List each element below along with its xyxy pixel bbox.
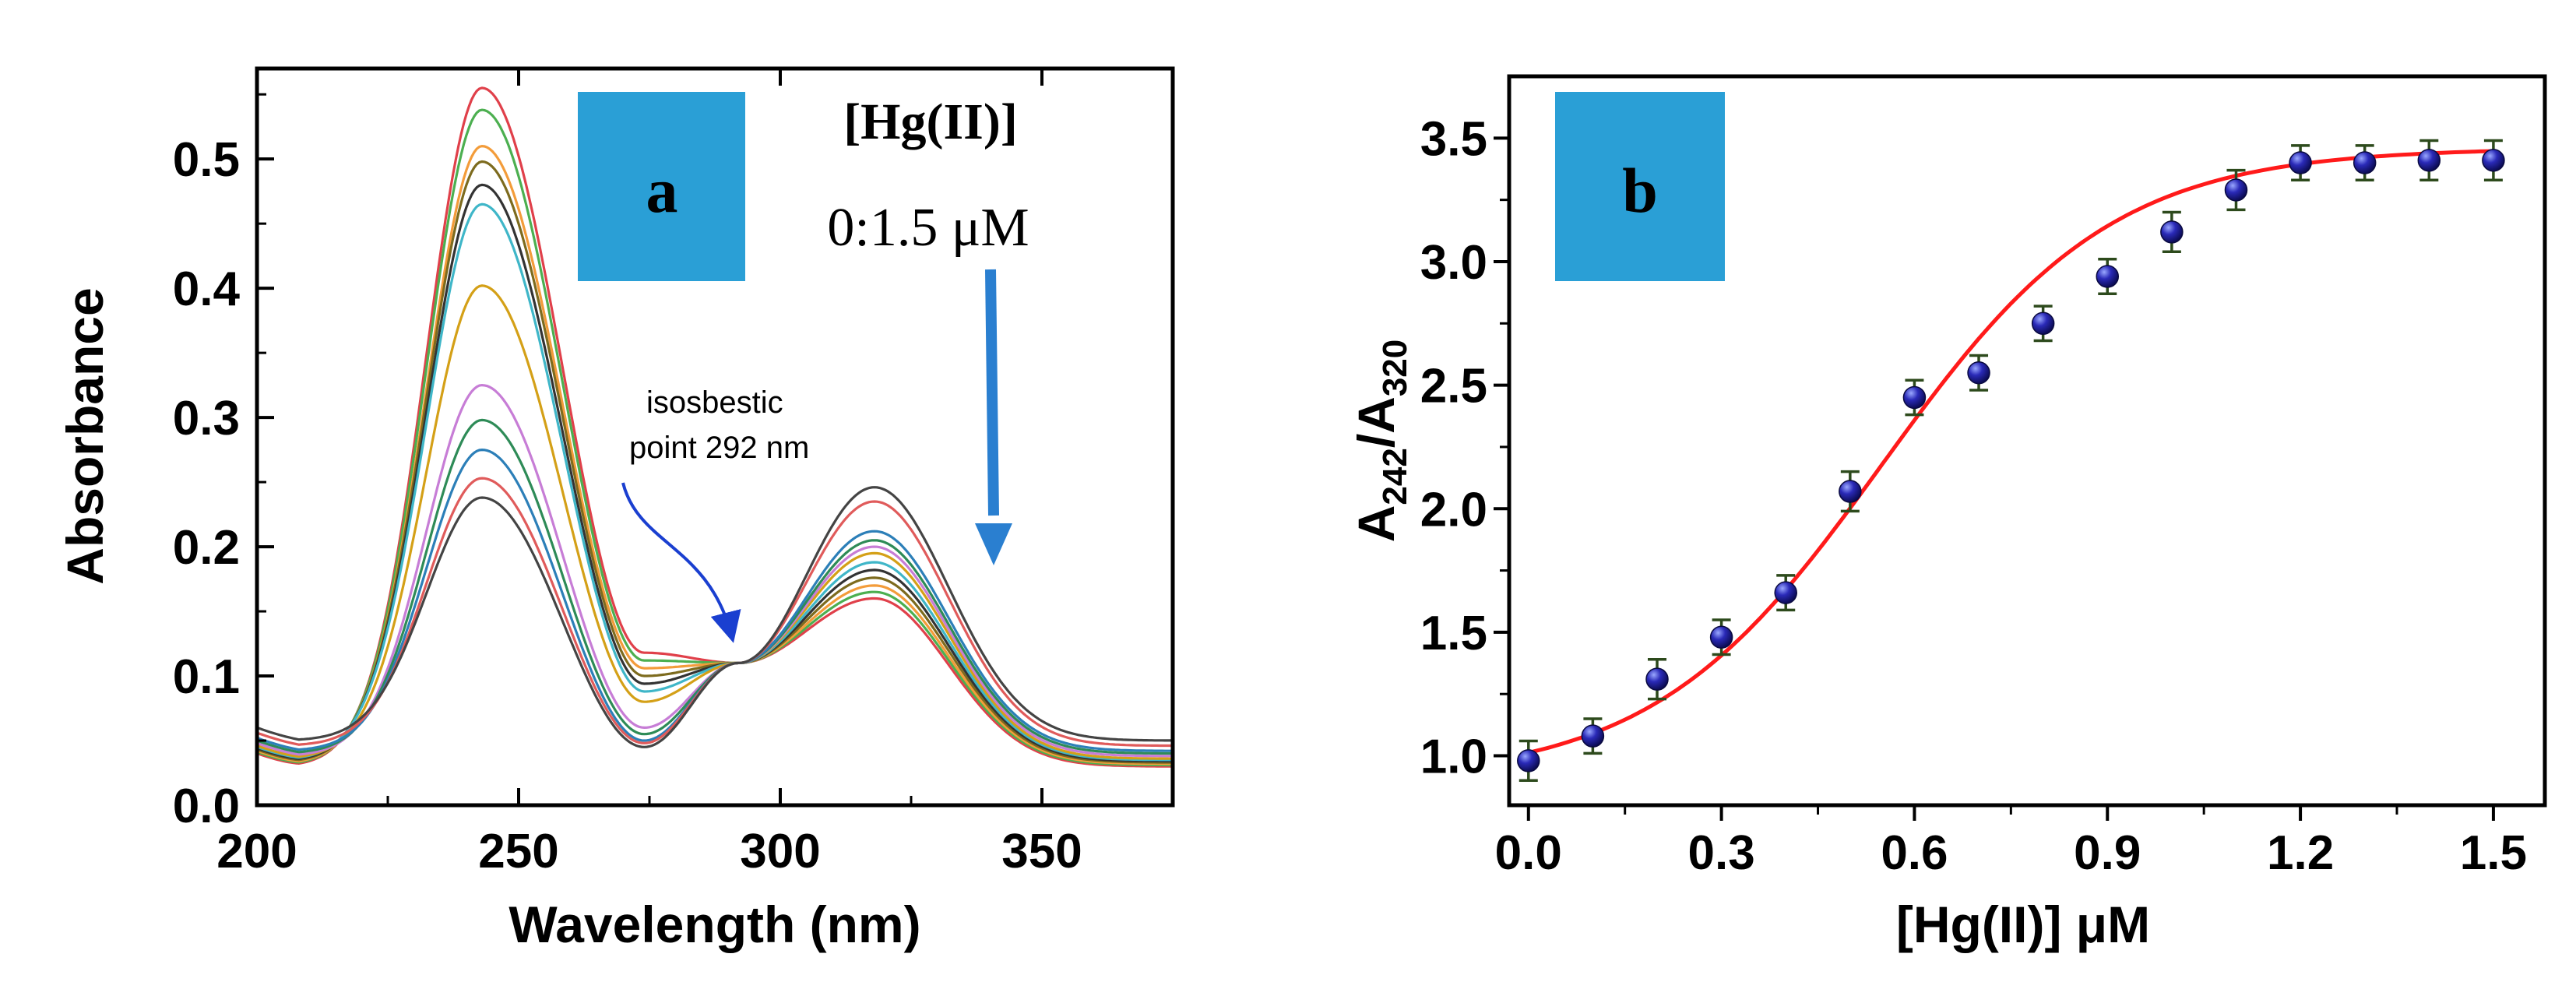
x-tick-label-300: 300 — [740, 825, 820, 878]
spectrum-line-7 — [256, 284, 1173, 760]
x-tick-label-1.5: 1.5 — [2460, 826, 2527, 880]
marker — [2096, 265, 2120, 288]
panel-b-label-box — [1555, 92, 1725, 281]
data-point-15 — [2417, 139, 2441, 182]
data-point-4 — [1709, 618, 1733, 656]
x-tick-label-0.0: 0.0 — [1495, 826, 1562, 880]
ylabel-sub1: 242 — [1376, 448, 1414, 505]
y-tick-label-0.5: 0.5 — [173, 133, 240, 187]
panel-b-xlabel: [Hg(II)] μM — [1896, 896, 2150, 953]
panel-b-ylabel: A242/A320 — [1347, 340, 1414, 543]
data-point-12 — [2224, 168, 2248, 212]
marker — [1581, 724, 1605, 748]
isosbestic-label-line1: isosbestic — [646, 385, 783, 420]
data-point-1 — [1517, 739, 1540, 783]
y-tick-label-0.0: 0.0 — [173, 780, 240, 833]
concentration-title: [Hg(II)] — [843, 93, 1018, 150]
x-tick-label-350: 350 — [1001, 825, 1082, 878]
data-point-5 — [1774, 574, 1797, 612]
spectrum-line-12 — [256, 486, 1173, 748]
x-tick-label-1.2: 1.2 — [2267, 826, 2334, 880]
marker — [1645, 667, 1669, 691]
sigmoidal-fit — [1528, 149, 2493, 755]
marker — [2417, 149, 2441, 172]
panel-a-xlabel: Wavelength (nm) — [509, 896, 920, 953]
y-tick-label-0.2: 0.2 — [173, 521, 240, 575]
x-tick-label-0.9: 0.9 — [2074, 826, 2141, 880]
marker — [1774, 581, 1797, 604]
marker — [1517, 749, 1540, 773]
marker — [2031, 311, 2055, 336]
marker — [2289, 151, 2312, 174]
y-tick-label-0.1: 0.1 — [173, 650, 240, 704]
data-point-11 — [2160, 210, 2184, 254]
y-tick-label-2.0: 2.0 — [1420, 483, 1487, 537]
spectra-curves — [256, 86, 1174, 768]
panel-b-ticks: 0.0 0.3 0.6 0.9 1.2 1.5 1.0 1.5 2.0 2.5 3.0 3.5 — [1420, 112, 2527, 880]
spectrum-line-11 — [256, 477, 1174, 748]
data-point-3 — [1645, 658, 1669, 701]
marker — [1709, 625, 1733, 649]
panel-a-absorbance-spectra: 200 250 300 350 0.0 0.1 0.2 0.3 0.4 0.5 a [Hg(II)… — [56, 66, 1175, 953]
marker — [2160, 220, 2184, 244]
data-point-2 — [1581, 717, 1605, 755]
marker — [2482, 149, 2505, 172]
panel-a-ticks: 200 250 300 350 0.0 0.1 0.2 0.3 0.4 0.5 — [173, 69, 1082, 878]
y-tick-label-0.3: 0.3 — [173, 392, 240, 445]
x-tick-label-250: 250 — [478, 825, 558, 878]
y-tick-label-0.4: 0.4 — [173, 262, 241, 316]
panel-b-frame — [1507, 74, 2547, 808]
x-tick-label-200: 200 — [216, 825, 297, 878]
marker — [2224, 178, 2248, 202]
y-tick-label-2.5: 2.5 — [1420, 360, 1487, 414]
panel-a-label-box — [578, 92, 745, 281]
data-point-7 — [1902, 378, 1927, 417]
marker — [2353, 151, 2377, 174]
panel-b-ratio-plot: 0.0 0.3 0.6 0.9 1.2 1.5 1.0 1.5 2.0 2.5 3.0 3.5 b [… — [1347, 74, 2547, 953]
data-point-10 — [2096, 258, 2120, 295]
fit-curve — [1528, 149, 2493, 755]
trend-arrow-down — [975, 269, 1012, 565]
data-point-8 — [1967, 354, 1990, 392]
marker — [1839, 480, 1862, 503]
panel-a-label: a — [646, 155, 678, 226]
data-point-9 — [2031, 304, 2055, 343]
y-tick-label-1.0: 1.0 — [1420, 730, 1487, 784]
concentration-range: 0:1.5 μM — [827, 198, 1029, 258]
data-point-6 — [1839, 470, 1862, 513]
marker — [1967, 361, 1990, 385]
data-points — [1517, 139, 2505, 783]
data-point-14 — [2353, 144, 2377, 182]
y-tick-label-1.5: 1.5 — [1420, 607, 1487, 660]
panel-a-ylabel: Absorbance — [56, 287, 114, 584]
isosbestic-label-line2: point 292 nm — [629, 431, 809, 465]
ylabel-sep: /A — [1347, 396, 1405, 448]
panel-b-label: b — [1622, 155, 1658, 226]
panel-a-frame — [255, 66, 1175, 808]
x-tick-label-0.3: 0.3 — [1688, 826, 1755, 880]
data-point-16 — [2482, 139, 2505, 182]
y-tick-label-3.5: 3.5 — [1420, 112, 1487, 166]
isosbestic-arrow — [621, 482, 741, 643]
x-tick-label-0.6: 0.6 — [1881, 826, 1948, 880]
ylabel-main: A — [1347, 505, 1405, 543]
data-point-13 — [2289, 144, 2312, 182]
y-tick-label-3.0: 3.0 — [1420, 236, 1487, 290]
ylabel-sub2: 320 — [1376, 340, 1414, 396]
spectrum-line-6 — [256, 202, 1173, 762]
marker — [1902, 385, 1927, 410]
